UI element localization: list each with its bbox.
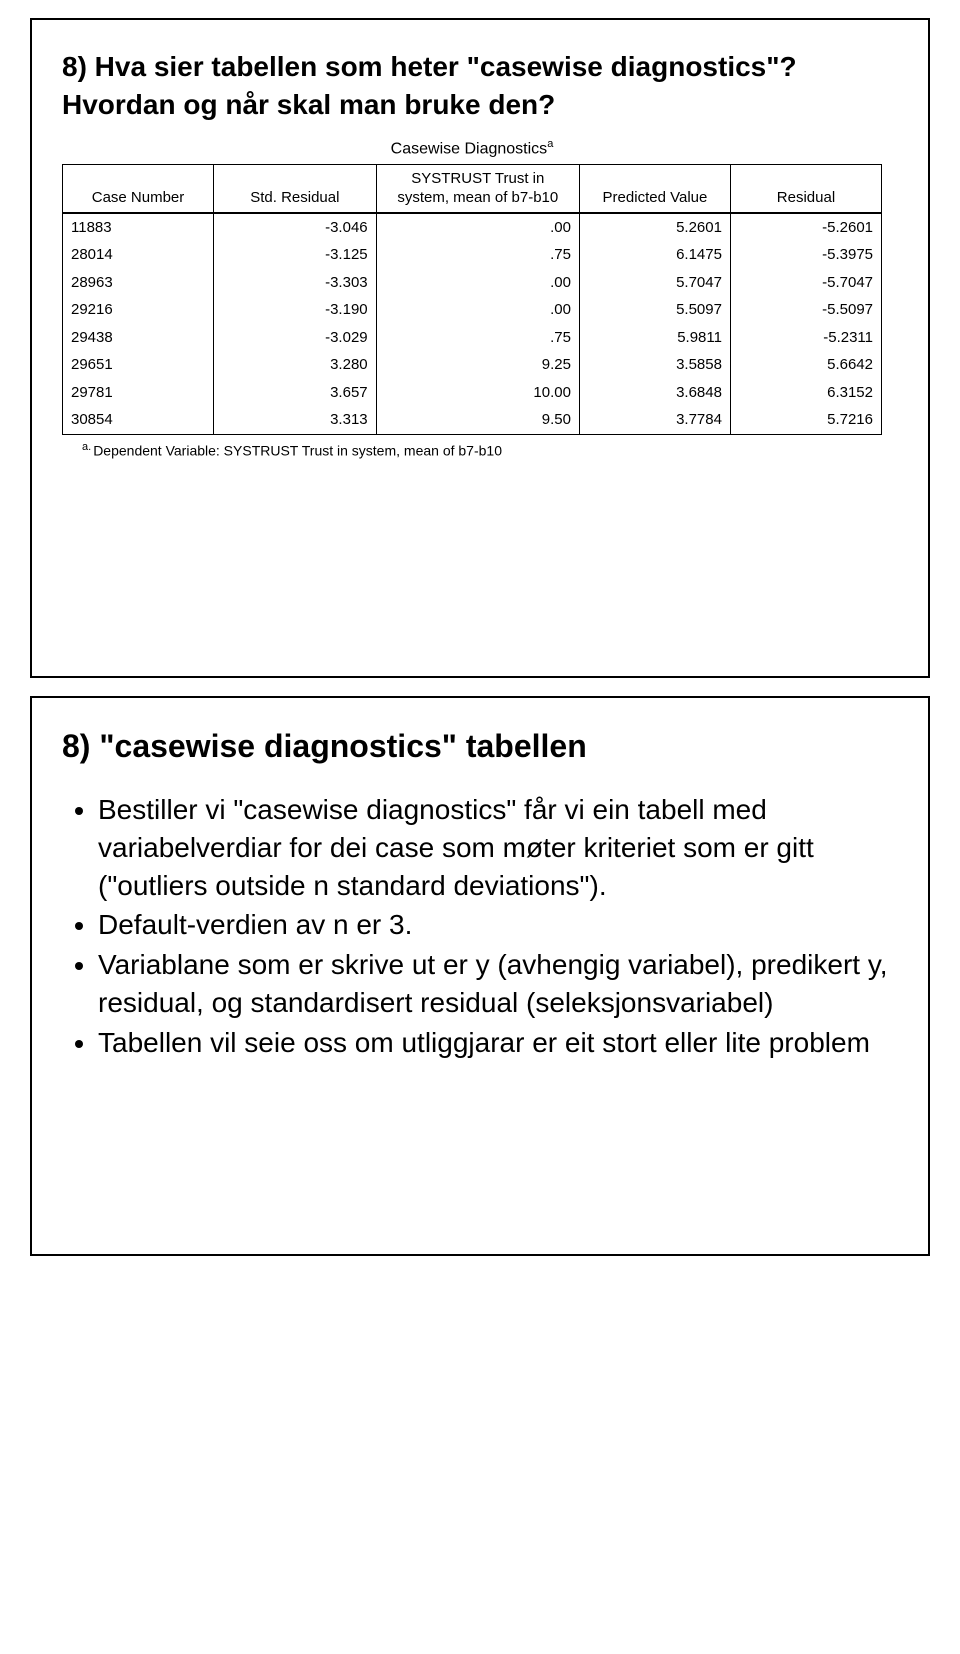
- bullet-item: Variablane som er skrive ut er y (avheng…: [98, 946, 898, 1022]
- bullet-item: Bestiller vi "casewise diagnostics" får …: [98, 791, 898, 904]
- cell: -5.7047: [730, 269, 881, 297]
- col-header-systrust: SYSTRUST Trust in system, mean of b7-b10: [376, 164, 579, 213]
- col-header-case: Case Number: [63, 164, 214, 213]
- cell: 5.2601: [579, 213, 730, 242]
- table-row: 29438 -3.029 .75 5.9811 -5.2311: [63, 324, 882, 352]
- cell: 5.7216: [730, 406, 881, 434]
- col-header-residual: Residual: [730, 164, 881, 213]
- cell: 3.6848: [579, 379, 730, 407]
- table-body: 11883 -3.046 .00 5.2601 -5.2601 28014 -3…: [63, 213, 882, 435]
- answer-heading: 8) "casewise diagnostics" tabellen: [62, 728, 898, 765]
- table-row: 11883 -3.046 .00 5.2601 -5.2601: [63, 213, 882, 242]
- question-heading: 8) Hva sier tabellen som heter "casewise…: [62, 48, 898, 124]
- answer-bullets: Bestiller vi "casewise diagnostics" får …: [70, 791, 898, 1062]
- page: 8) Hva sier tabellen som heter "casewise…: [0, 18, 960, 1256]
- cell: .00: [376, 269, 579, 297]
- cell: 3.280: [214, 351, 377, 379]
- table-title-text: Casewise Diagnostics: [391, 140, 548, 157]
- cell: -5.5097: [730, 296, 881, 324]
- cell: 5.7047: [579, 269, 730, 297]
- cell: -5.2311: [730, 324, 881, 352]
- diagnostics-table: Case Number Std. Residual SYSTRUST Trust…: [62, 164, 882, 435]
- cell: 11883: [63, 213, 214, 242]
- cell: 9.50: [376, 406, 579, 434]
- cell: -3.190: [214, 296, 377, 324]
- cell: -3.303: [214, 269, 377, 297]
- table-row: 29216 -3.190 .00 5.5097 -5.5097: [63, 296, 882, 324]
- table-row: 29651 3.280 9.25 3.5858 5.6642: [63, 351, 882, 379]
- footnote-sup: a.: [82, 441, 91, 453]
- cell: 29216: [63, 296, 214, 324]
- cell: 29438: [63, 324, 214, 352]
- cell: 28014: [63, 241, 214, 269]
- cell: -3.029: [214, 324, 377, 352]
- table-title-sup: a: [547, 138, 553, 150]
- table-header-row: Case Number Std. Residual SYSTRUST Trust…: [63, 164, 882, 213]
- col-header-stdres: Std. Residual: [214, 164, 377, 213]
- cell: 9.25: [376, 351, 579, 379]
- cell: 3.657: [214, 379, 377, 407]
- cell: 3.313: [214, 406, 377, 434]
- cell: -5.3975: [730, 241, 881, 269]
- cell: 28963: [63, 269, 214, 297]
- slide-question: 8) Hva sier tabellen som heter "casewise…: [30, 18, 930, 678]
- cell: 30854: [63, 406, 214, 434]
- table-row: 30854 3.313 9.50 3.7784 5.7216: [63, 406, 882, 434]
- cell: -5.2601: [730, 213, 881, 242]
- cell: 5.9811: [579, 324, 730, 352]
- diagnostics-table-wrap: Casewise Diagnosticsa Case Number Std. R…: [62, 138, 882, 459]
- table-footnote: a.Dependent Variable: SYSTRUST Trust in …: [82, 441, 882, 459]
- cell: 10.00: [376, 379, 579, 407]
- cell: .75: [376, 241, 579, 269]
- cell: .75: [376, 324, 579, 352]
- cell: 3.5858: [579, 351, 730, 379]
- cell: -3.046: [214, 213, 377, 242]
- cell: 5.5097: [579, 296, 730, 324]
- cell: 6.3152: [730, 379, 881, 407]
- bullet-item: Default-verdien av n er 3.: [98, 906, 898, 944]
- cell: -3.125: [214, 241, 377, 269]
- table-title: Casewise Diagnosticsa: [62, 138, 882, 158]
- cell: 3.7784: [579, 406, 730, 434]
- cell: 6.1475: [579, 241, 730, 269]
- footnote-text: Dependent Variable: SYSTRUST Trust in sy…: [93, 443, 502, 459]
- slide-answer: 8) "casewise diagnostics" tabellen Besti…: [30, 696, 930, 1256]
- bullet-item: Tabellen vil seie oss om utliggjarar er …: [98, 1024, 898, 1062]
- cell: 29781: [63, 379, 214, 407]
- table-row: 28963 -3.303 .00 5.7047 -5.7047: [63, 269, 882, 297]
- cell: 5.6642: [730, 351, 881, 379]
- cell: .00: [376, 296, 579, 324]
- table-row: 29781 3.657 10.00 3.6848 6.3152: [63, 379, 882, 407]
- cell: 29651: [63, 351, 214, 379]
- cell: .00: [376, 213, 579, 242]
- table-row: 28014 -3.125 .75 6.1475 -5.3975: [63, 241, 882, 269]
- col-header-predicted: Predicted Value: [579, 164, 730, 213]
